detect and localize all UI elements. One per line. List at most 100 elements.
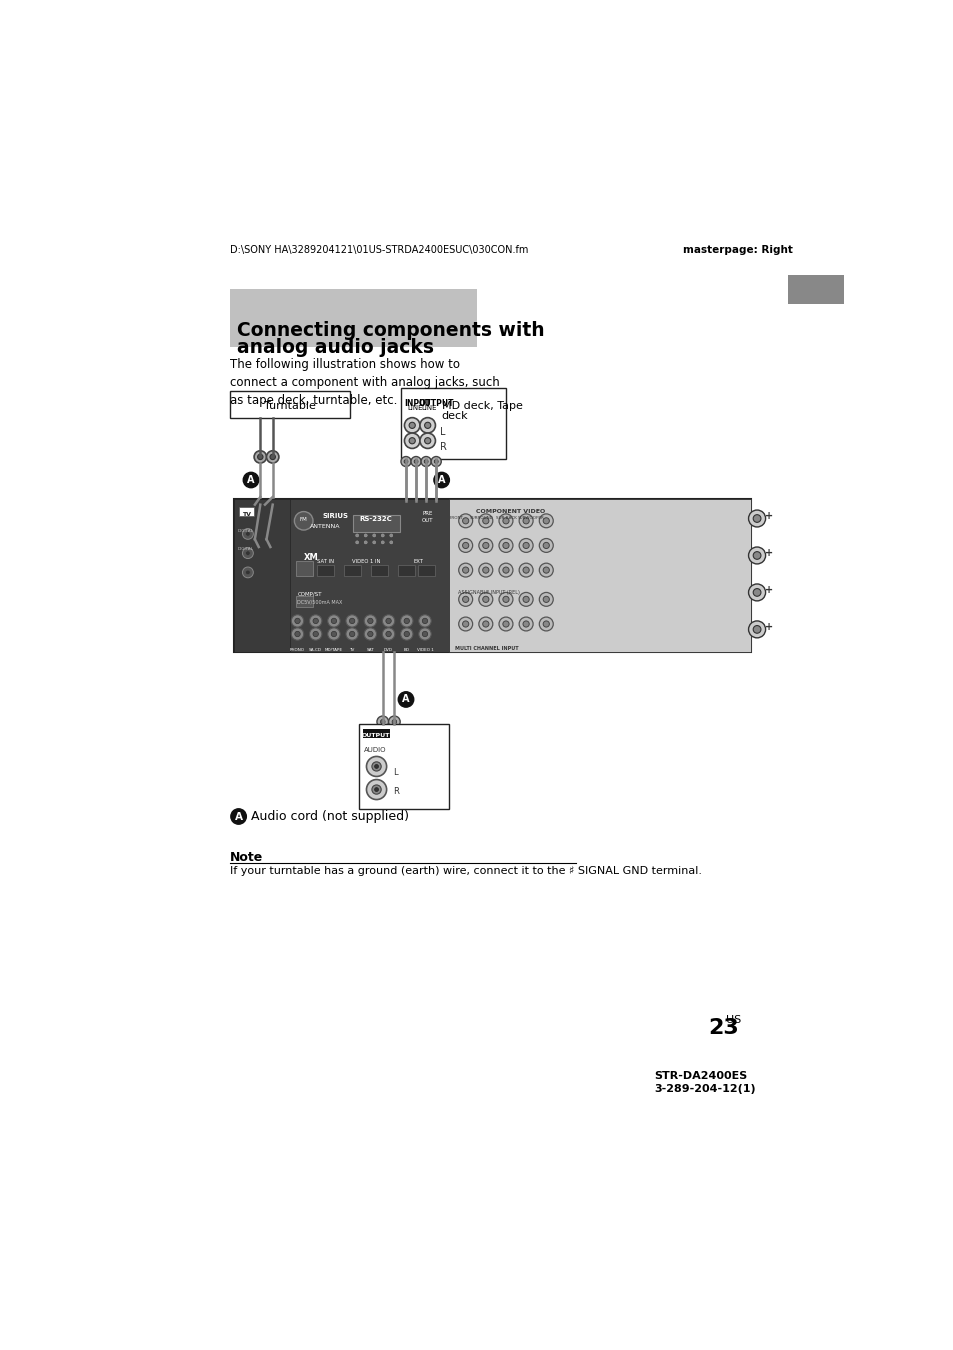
Circle shape: [462, 621, 468, 628]
Circle shape: [364, 628, 376, 640]
Circle shape: [482, 543, 488, 548]
Text: DIGITAL: DIGITAL: [237, 547, 253, 551]
FancyBboxPatch shape: [417, 566, 435, 576]
FancyBboxPatch shape: [238, 508, 253, 516]
Text: FM: FM: [299, 517, 307, 522]
Text: If your turntable has a ground (earth) wire, connect it to the ♯ SIGNAL GND term: If your turntable has a ground (earth) w…: [230, 865, 701, 876]
Circle shape: [482, 518, 488, 524]
Circle shape: [542, 543, 549, 548]
Circle shape: [753, 552, 760, 559]
Text: LINE: LINE: [421, 405, 436, 412]
Circle shape: [231, 809, 246, 825]
Text: MULTI CHANNEL INPUT: MULTI CHANNEL INPUT: [455, 645, 517, 651]
Circle shape: [382, 614, 395, 628]
Circle shape: [375, 764, 378, 768]
Text: +: +: [764, 622, 772, 632]
Circle shape: [538, 617, 553, 630]
Circle shape: [502, 567, 509, 574]
Circle shape: [458, 514, 472, 528]
Circle shape: [242, 567, 253, 578]
Circle shape: [458, 593, 472, 606]
Text: COMP/ST: COMP/ST: [297, 591, 322, 597]
Text: COMPONENT VIDEO: COMPONENT VIDEO: [476, 509, 544, 513]
Circle shape: [409, 423, 415, 428]
Circle shape: [538, 593, 553, 606]
FancyBboxPatch shape: [230, 392, 350, 418]
Circle shape: [414, 459, 417, 463]
Text: XM: XM: [303, 554, 318, 562]
Circle shape: [478, 514, 493, 528]
Text: FRONT: FRONT: [449, 516, 463, 520]
Circle shape: [253, 451, 266, 463]
Text: D:\SONY HA\3289204121\01US-STRDA2400ESUC\030CON.fm: D:\SONY HA\3289204121\01US-STRDA2400ESUC…: [230, 246, 528, 255]
Circle shape: [366, 756, 386, 776]
Text: LINE: LINE: [407, 405, 422, 412]
Circle shape: [748, 621, 765, 637]
Text: +: +: [764, 585, 772, 595]
Circle shape: [502, 543, 509, 548]
Text: A: A: [402, 694, 410, 705]
Circle shape: [376, 716, 388, 728]
Text: 23: 23: [707, 1018, 739, 1038]
Text: R: R: [439, 443, 447, 452]
Circle shape: [522, 518, 529, 524]
Circle shape: [291, 628, 303, 640]
Text: SAT: SAT: [366, 648, 374, 652]
Circle shape: [522, 567, 529, 574]
Circle shape: [331, 618, 336, 624]
Text: Getting Started: Getting Started: [879, 559, 892, 670]
Circle shape: [373, 541, 375, 544]
FancyBboxPatch shape: [448, 500, 750, 652]
Text: US: US: [725, 1015, 740, 1025]
Circle shape: [418, 628, 431, 640]
Circle shape: [385, 632, 391, 637]
Circle shape: [349, 618, 355, 624]
Circle shape: [419, 433, 435, 448]
Circle shape: [313, 618, 318, 624]
Circle shape: [422, 618, 427, 624]
Circle shape: [542, 567, 549, 574]
Text: deck: deck: [441, 412, 468, 421]
Circle shape: [411, 456, 420, 467]
Circle shape: [478, 617, 493, 630]
Circle shape: [518, 593, 533, 606]
Circle shape: [434, 472, 449, 487]
Circle shape: [364, 541, 367, 544]
Circle shape: [462, 543, 468, 548]
Circle shape: [542, 597, 549, 602]
FancyBboxPatch shape: [371, 566, 388, 576]
Text: OUT: OUT: [421, 518, 433, 522]
FancyBboxPatch shape: [787, 275, 843, 305]
Circle shape: [266, 451, 278, 463]
Text: PHONO: PHONO: [290, 648, 305, 652]
Circle shape: [243, 472, 258, 487]
Circle shape: [522, 543, 529, 548]
Text: MD/TAPE: MD/TAPE: [325, 648, 343, 652]
Circle shape: [538, 539, 553, 552]
Circle shape: [462, 597, 468, 602]
Text: RS-232C: RS-232C: [359, 516, 392, 522]
Text: 3-289-204-12(1): 3-289-204-12(1): [654, 1084, 755, 1094]
Text: A: A: [247, 475, 254, 485]
Circle shape: [366, 779, 386, 799]
Circle shape: [462, 567, 468, 574]
Circle shape: [270, 454, 275, 459]
FancyBboxPatch shape: [316, 566, 334, 576]
Text: MD deck, Tape: MD deck, Tape: [441, 401, 522, 410]
Circle shape: [373, 533, 375, 537]
Text: Turntable: Turntable: [264, 401, 315, 410]
Circle shape: [753, 589, 760, 597]
Text: OUTPUT: OUTPUT: [418, 400, 454, 408]
Circle shape: [538, 563, 553, 576]
Text: PRE: PRE: [422, 510, 433, 516]
FancyBboxPatch shape: [233, 500, 290, 652]
Circle shape: [753, 514, 760, 522]
Text: The following illustration shows how to
connect a component with analog jacks, s: The following illustration shows how to …: [230, 358, 499, 408]
FancyBboxPatch shape: [344, 566, 360, 576]
Circle shape: [346, 614, 358, 628]
Text: SA-CD: SA-CD: [309, 648, 322, 652]
Circle shape: [404, 459, 408, 463]
Text: Connecting components with: Connecting components with: [236, 321, 544, 340]
Circle shape: [364, 614, 376, 628]
Circle shape: [390, 533, 393, 537]
